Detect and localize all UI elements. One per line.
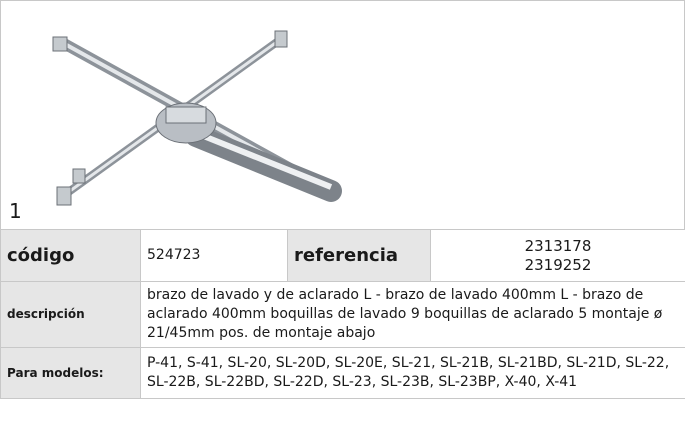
image-index: 1 bbox=[9, 199, 22, 223]
description-label: descripción bbox=[0, 281, 141, 348]
reference-label: referencia bbox=[287, 229, 431, 282]
code-row: código 524723 referencia 2313178 2319252 bbox=[0, 229, 685, 282]
code-label: código bbox=[0, 229, 141, 282]
reference-value: 2319252 bbox=[524, 255, 592, 274]
description-text: brazo de lavado y de aclarado L - brazo … bbox=[140, 281, 685, 348]
models-row: Para modelos: P-41, S-41, SL-20, SL-20D,… bbox=[0, 347, 685, 399]
wash-arm-illustration bbox=[52, 30, 342, 206]
models-text: P-41, S-41, SL-20, SL-20D, SL-20E, SL-21… bbox=[140, 347, 685, 399]
product-photo: 1 bbox=[0, 0, 685, 229]
reference-values: 2313178 2319252 bbox=[430, 229, 685, 282]
models-label: Para modelos: bbox=[0, 347, 141, 399]
reference-value: 2313178 bbox=[524, 236, 592, 255]
description-row: descripción brazo de lavado y de aclarad… bbox=[0, 281, 685, 348]
spec-table: código 524723 referencia 2313178 2319252… bbox=[0, 229, 685, 399]
code-value: 524723 bbox=[140, 229, 288, 282]
